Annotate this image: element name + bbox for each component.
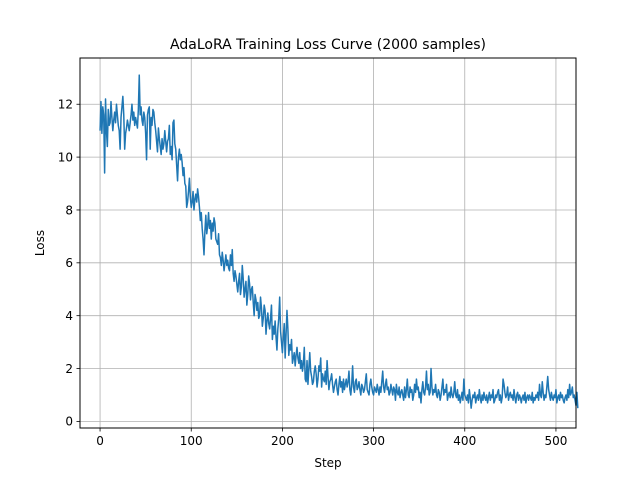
loss-series-line <box>99 74 579 409</box>
x-tick-label: 200 <box>271 434 294 448</box>
y-tick-label: 0 <box>65 415 73 429</box>
chart-title: AdaLoRA Training Loss Curve (2000 sample… <box>170 37 486 53</box>
x-tick-label: 400 <box>453 434 476 448</box>
y-tick-label: 6 <box>65 256 73 270</box>
y-tick-label: 4 <box>65 309 73 323</box>
plot-frame <box>79 57 577 429</box>
series-layer <box>99 74 579 409</box>
x-tick-label: 100 <box>180 434 203 448</box>
x-tick-label: 500 <box>544 434 567 448</box>
x-tick-label: 300 <box>362 434 385 448</box>
y-tick-label: 10 <box>58 150 73 164</box>
x-tick-label: 0 <box>96 434 104 448</box>
y-tick-label: 8 <box>65 203 73 217</box>
grid-lines <box>80 58 576 428</box>
x-axis-label: Step <box>314 456 341 470</box>
y-tick-label: 2 <box>65 362 73 376</box>
axis-ticks: 0 100 200 300 400 500 0 2 4 6 8 10 12 <box>58 98 568 448</box>
y-tick-label: 12 <box>58 98 73 112</box>
y-axis-label: Loss <box>33 230 47 256</box>
